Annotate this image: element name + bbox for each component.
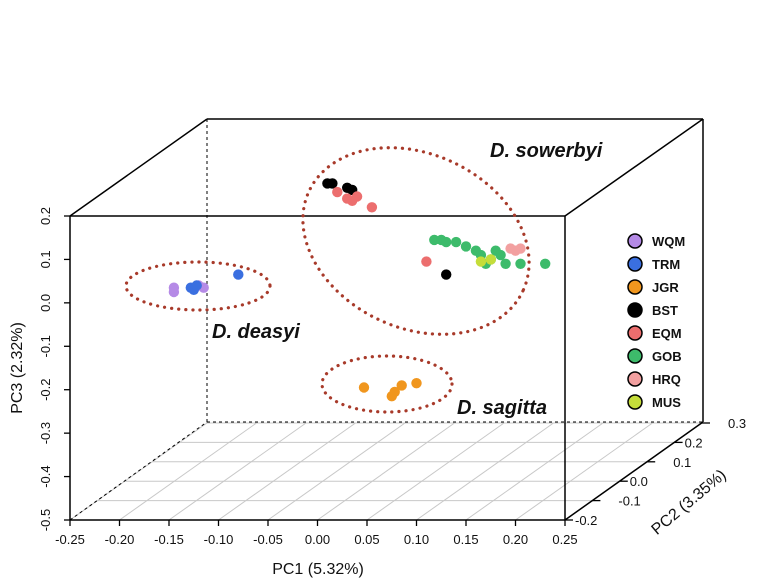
box-edge <box>564 421 704 521</box>
point-bst <box>327 178 338 189</box>
y-axis-title: PC3 (2.32%) <box>9 322 26 414</box>
z-tick-label: 0.1 <box>673 455 691 470</box>
y-tick-label: -0.2 <box>38 378 53 400</box>
z-axis: -0.2 -0.1 0.0 0.1 0.2 0.3 <box>565 416 746 528</box>
point-gob <box>500 258 511 269</box>
cluster-ellipse-sowerbyi <box>301 146 531 336</box>
point-mus <box>485 254 496 265</box>
x-tick-label: -0.25 <box>55 532 85 547</box>
z-tick-label: -0.1 <box>618 494 640 509</box>
x-tick-label: 0.20 <box>503 532 528 547</box>
legend-label: MUS <box>652 395 681 410</box>
legend-label: HRQ <box>652 372 681 387</box>
legend-label: GOB <box>652 349 682 364</box>
x-tick-label: -0.15 <box>154 532 184 547</box>
legend-label: WQM <box>652 234 685 249</box>
point-jgr <box>389 386 400 398</box>
z-tick-label: 0.0 <box>630 474 648 489</box>
legend-marker <box>627 348 643 364</box>
point-eqm <box>351 191 363 202</box>
x-axis: -0.25 -0.20 -0.15 -0.10 -0.05 0.00 0.05 0.10 0.1… <box>55 520 578 547</box>
x-tick-label: 0.25 <box>552 532 577 547</box>
floor-grid <box>69 422 703 521</box>
z-tick-label: 0.2 <box>685 435 703 450</box>
point-gob <box>540 258 551 269</box>
point-jgr <box>396 380 407 391</box>
point-eqm <box>421 256 432 267</box>
cluster-label-sagitta: D. sagitta <box>457 397 547 419</box>
point-gob <box>460 241 472 252</box>
box-edge <box>564 118 704 217</box>
cluster-ellipses <box>124 146 531 414</box>
grid-line <box>366 422 505 521</box>
legend-marker <box>627 233 643 249</box>
cluster-ellipse-deasyi <box>124 260 272 312</box>
data-points <box>168 178 551 402</box>
point-gob <box>441 236 452 248</box>
z-tick-label: -0.2 <box>575 513 597 528</box>
x-axis-title: PC1 (5.32%) <box>272 561 364 578</box>
cluster-label-sowerbyi: D. sowerbyi <box>490 140 603 162</box>
x-tick-label: -0.10 <box>204 532 234 547</box>
legend-label: TRM <box>652 257 680 272</box>
grid-line <box>416 422 554 521</box>
legend-marker <box>627 279 643 295</box>
legend-label: JGR <box>652 280 679 295</box>
point-trm <box>233 269 244 280</box>
point-gob <box>450 236 462 248</box>
y-tick-label: -0.5 <box>38 509 53 531</box>
point-trm <box>191 280 202 291</box>
legend-marker <box>627 371 643 387</box>
legend-marker <box>627 302 643 318</box>
x-tick-label: 0.10 <box>404 532 429 547</box>
legend-marker <box>627 256 643 272</box>
point-bst <box>441 269 452 280</box>
box-edge-hidden <box>69 421 208 521</box>
y-tick-label: 0.2 <box>38 207 53 225</box>
x-tick-label: -0.20 <box>105 532 135 547</box>
point-gob <box>495 249 506 261</box>
point-eqm <box>366 202 378 213</box>
point-jgr <box>358 382 370 393</box>
point-hrq <box>515 243 526 254</box>
x-tick-label: 0.05 <box>354 532 379 547</box>
cluster-label-deasyi: D. deasyi <box>212 321 300 343</box>
legend-marker <box>627 325 643 341</box>
point-mus <box>475 256 487 267</box>
y-axis: -0.5 -0.4 -0.3 -0.2 -0.1 0.0 0.1 0.2 <box>38 207 70 531</box>
grid-line <box>69 422 208 521</box>
grid-line <box>119 422 257 521</box>
legend-label: BST <box>652 303 678 318</box>
box-edge <box>69 118 208 217</box>
y-tick-label: 0.1 <box>38 250 53 268</box>
y-tick-label: 0.0 <box>38 294 53 312</box>
grid-line <box>168 422 307 521</box>
legend-label: EQM <box>652 326 682 341</box>
grid-line <box>267 422 406 521</box>
grid-line <box>218 422 356 521</box>
point-wqm <box>168 286 180 298</box>
y-tick-label: -0.3 <box>38 422 53 444</box>
grid-line <box>515 422 653 521</box>
legend: WQM TRM JGR BST EQM GOB HRQ MUS <box>627 233 685 410</box>
z-axis-title: PC2 (3.35%) <box>649 467 730 539</box>
x-tick-label: 0.15 <box>453 532 478 547</box>
x-tick-label: -0.05 <box>253 532 283 547</box>
y-tick-label: -0.1 <box>38 335 53 357</box>
chart-box <box>69 118 704 521</box>
point-jgr <box>411 378 422 389</box>
grid-line <box>317 422 455 521</box>
grid-line <box>465 422 604 521</box>
legend-marker <box>627 394 643 410</box>
point-eqm <box>332 186 343 198</box>
cluster-ellipse-sagitta <box>320 354 454 414</box>
y-tick-label: -0.4 <box>38 465 53 487</box>
x-tick-label: 0.00 <box>305 532 330 547</box>
point-gob <box>515 258 526 269</box>
z-tick-label: 0.3 <box>728 416 746 431</box>
